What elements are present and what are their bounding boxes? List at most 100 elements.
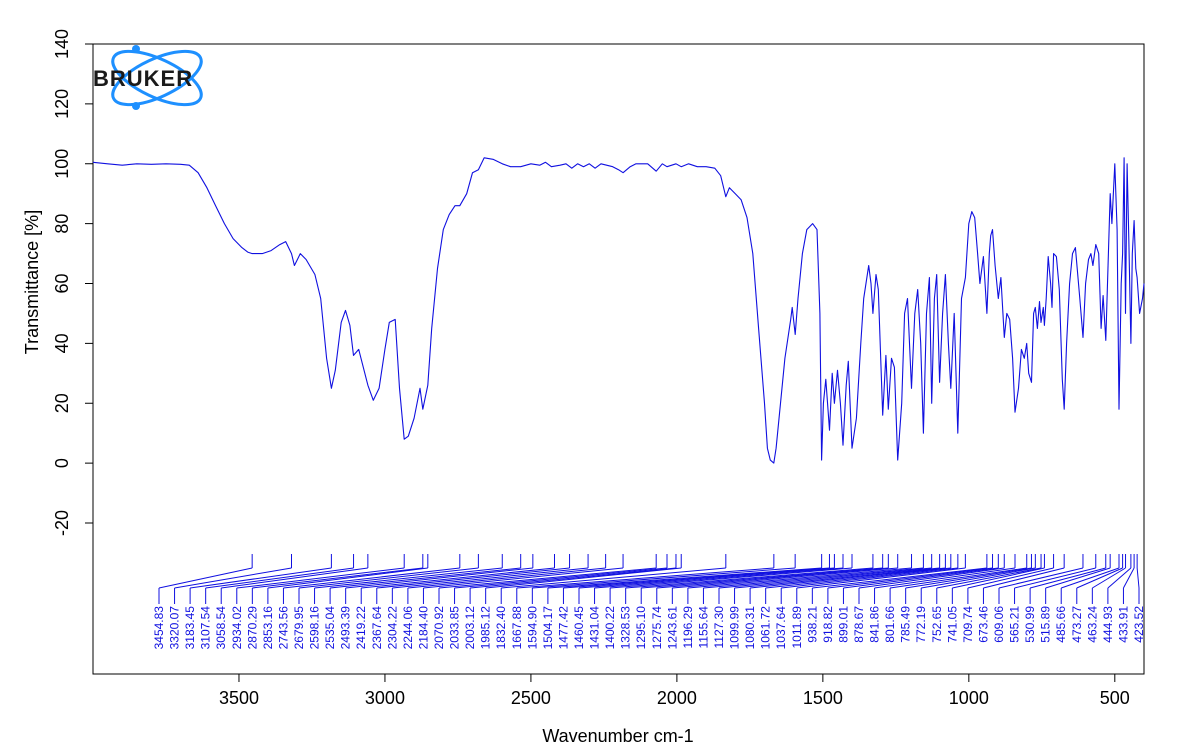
peak-label: 752.65 (930, 606, 944, 643)
peak-label: 1477.42 (556, 606, 570, 650)
peak-leader (656, 567, 889, 589)
peak-leader (781, 567, 958, 589)
peak-label: 2853.16 (261, 606, 275, 650)
peak-leader (594, 567, 844, 589)
peak-leader (361, 567, 555, 589)
peak-leader (330, 567, 521, 589)
peak-label: 1400.22 (603, 606, 617, 650)
peak-label: 1328.53 (619, 606, 633, 650)
peak-leader (967, 567, 1054, 589)
peak-label: 1504.17 (541, 606, 555, 650)
peak-label: 530.99 (1023, 606, 1037, 643)
peak-leader (905, 567, 1032, 589)
y-tick-label: 20 (52, 393, 72, 413)
peak-label: 899.01 (836, 606, 850, 643)
peak-label: 1295.10 (634, 606, 648, 650)
peak-leader (765, 567, 951, 589)
peak-label: 2419.22 (354, 606, 368, 650)
peak-label: 1667.88 (510, 606, 524, 650)
y-tick-label: 40 (52, 333, 72, 353)
peak-leader (1029, 567, 1106, 589)
peak-leader (376, 567, 570, 589)
peak-leader (952, 567, 1045, 589)
peak-leader (407, 567, 606, 589)
peak-label: 1196.29 (681, 606, 695, 649)
x-tick-label: 2000 (657, 688, 697, 708)
peak-leader (983, 567, 1065, 589)
peak-label: 741.05 (945, 606, 959, 643)
peak-leader (1014, 567, 1096, 589)
peak-leader (1092, 567, 1126, 589)
peak-label: 1275.74 (650, 606, 664, 650)
peak-leader (734, 567, 940, 589)
peak-leader (470, 567, 677, 589)
peak-leader (1107, 567, 1132, 589)
peak-leader (501, 567, 726, 589)
plot-frame (92, 43, 1145, 675)
peak-label: 2743.56 (276, 606, 290, 650)
peak-label: 3107.54 (199, 606, 213, 650)
peak-leader (625, 567, 873, 589)
spectrum-line (92, 157, 1145, 464)
peak-leader (236, 567, 405, 589)
peak-label: 2033.85 (448, 606, 462, 650)
peak-leader (158, 567, 253, 589)
peak-label: 841.86 (868, 606, 882, 643)
y-tick-label: 140 (52, 29, 72, 59)
peak-leader (485, 567, 682, 589)
peak-leader (796, 567, 966, 589)
peak-leader (890, 567, 1027, 589)
peak-label: 515.89 (1039, 606, 1053, 643)
peak-leader (718, 567, 932, 589)
peak-label: 2535.04 (323, 606, 337, 650)
peak-leader (578, 567, 835, 589)
peak-leader (998, 567, 1084, 589)
peak-label: 433.91 (1116, 606, 1130, 643)
peak-leader (858, 567, 1005, 589)
peak-label: 1080.31 (743, 606, 757, 650)
peak-label: 2367.64 (370, 606, 384, 650)
peak-leader (252, 567, 423, 589)
peak-leader (516, 567, 774, 589)
peak-leader (1123, 567, 1135, 589)
peak-label: 2003.12 (463, 606, 477, 650)
peak-label: 3183.45 (183, 606, 197, 650)
peak-label: 1985.12 (479, 606, 493, 650)
logo-text: BRUKER (93, 66, 193, 91)
peak-leader (205, 567, 354, 589)
y-tick-label: 0 (52, 458, 72, 468)
peak-label: 1431.04 (588, 606, 602, 650)
peak-leader (547, 567, 822, 589)
peak-leader (874, 567, 1016, 589)
peak-label: 1832.40 (494, 606, 508, 650)
logo-dot-top (132, 45, 140, 53)
peak-leader (174, 567, 292, 589)
peak-leader (921, 567, 1036, 589)
peak-leader (314, 567, 503, 589)
peak-leader (392, 567, 589, 589)
peak-label: 2184.40 (416, 606, 430, 650)
x-tick-label: 1000 (949, 688, 989, 708)
peak-label: 1594.90 (525, 606, 539, 650)
peak-label: 1099.99 (728, 606, 742, 650)
peak-leader (936, 567, 1042, 589)
peak-leader (283, 567, 460, 589)
logo-orbit-1 (111, 49, 203, 107)
peak-label: 473.27 (1070, 606, 1084, 643)
peak-label: 1011.89 (790, 606, 804, 649)
peak-label: 3454.83 (152, 606, 166, 650)
peak-label: 485.66 (1054, 606, 1068, 643)
logo-dot-bottom (132, 102, 140, 110)
peak-leader (345, 567, 533, 589)
peak-label: 1243.61 (665, 606, 679, 650)
peak-label: 1155.64 (696, 606, 710, 649)
peak-label: 772.19 (914, 606, 928, 643)
x-tick-label: 500 (1100, 688, 1130, 708)
peak-leader (843, 567, 999, 589)
peak-label: 1460.45 (572, 606, 586, 650)
peak-leader (641, 567, 883, 589)
x-tick-label: 3000 (365, 688, 405, 708)
peak-label: 709.74 (961, 606, 975, 643)
logo-orbit-2 (111, 49, 203, 107)
